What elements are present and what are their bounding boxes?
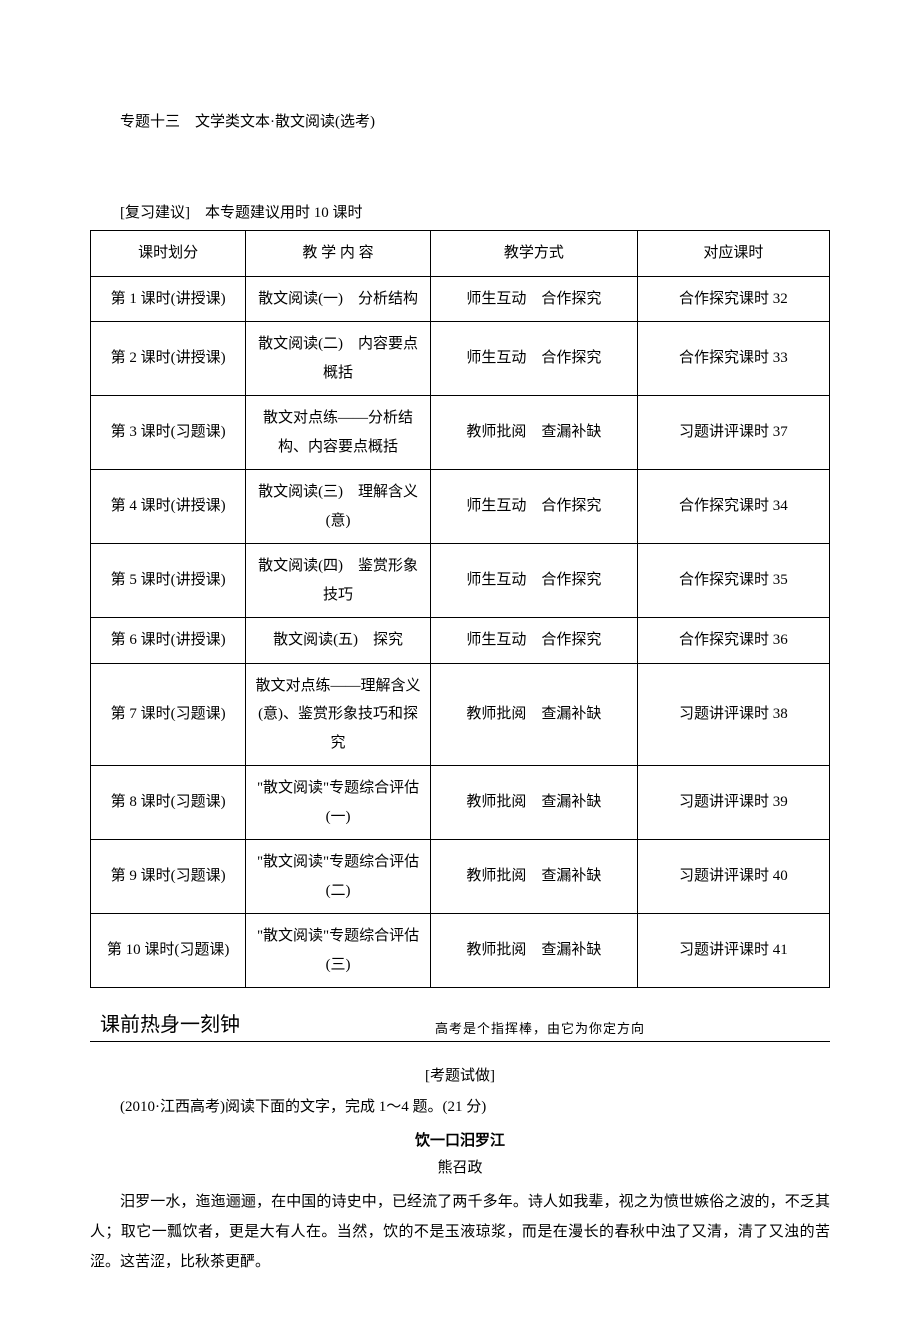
table-cell: 师生互动 合作探究 — [430, 470, 637, 544]
table-cell: 第 6 课时(讲授课) — [91, 618, 246, 664]
table-cell: 第 2 课时(讲授课) — [91, 322, 246, 396]
col-header: 教 学 内 容 — [246, 231, 431, 277]
table-cell: 第 5 课时(讲授课) — [91, 544, 246, 618]
table-cell: "散文阅读"专题综合评估(三) — [246, 914, 431, 988]
table-cell: "散文阅读"专题综合评估(二) — [246, 840, 431, 914]
essay-title: 饮一口汨罗江 — [90, 1129, 830, 1150]
banner-right-text: 高考是个指挥棒，由它为你定方向 — [250, 1018, 830, 1039]
table-cell: 习题讲评课时 41 — [637, 914, 829, 988]
essay-body: 汨罗一水，迤迤逦逦，在中国的诗史中，已经流了两千多年。诗人如我辈，视之为愤世嫉俗… — [90, 1187, 830, 1277]
table-cell: 合作探究课时 34 — [637, 470, 829, 544]
review-advice: [复习建议] 本专题建议用时 10 课时 — [90, 201, 830, 222]
table-body: 第 1 课时(讲授课)散文阅读(一) 分析结构师生互动 合作探究合作探究课时 3… — [91, 276, 830, 988]
banner-left: 课前热身一刻钟 — [90, 1006, 250, 1039]
page-container: 专题十三 文学类文本·散文阅读(选考) [复习建议] 本专题建议用时 10 课时… — [0, 0, 920, 1327]
table-cell: 第 10 课时(习题课) — [91, 914, 246, 988]
col-header: 课时划分 — [91, 231, 246, 277]
sub-heading: [考题试做] — [90, 1064, 830, 1085]
table-row: 第 8 课时(习题课)"散文阅读"专题综合评估(一)教师批阅 查漏补缺习题讲评课… — [91, 766, 830, 840]
table-cell: "散文阅读"专题综合评估(一) — [246, 766, 431, 840]
section-banner: 课前热身一刻钟 高考是个指挥棒，由它为你定方向 — [90, 1006, 830, 1042]
table-cell: 散文阅读(二) 内容要点概括 — [246, 322, 431, 396]
table-cell: 散文阅读(五) 探究 — [246, 618, 431, 664]
table-cell: 第 4 课时(讲授课) — [91, 470, 246, 544]
table-cell: 师生互动 合作探究 — [430, 618, 637, 664]
banner-bar-icon — [94, 1014, 98, 1034]
table-cell: 合作探究课时 33 — [637, 322, 829, 396]
table-header-row: 课时划分 教 学 内 容 教学方式 对应课时 — [91, 231, 830, 277]
table-row: 第 7 课时(习题课)散文对点练——理解含义(意)、鉴赏形象技巧和探究教师批阅 … — [91, 663, 830, 766]
table-cell: 习题讲评课时 39 — [637, 766, 829, 840]
col-header: 教学方式 — [430, 231, 637, 277]
table-cell: 合作探究课时 36 — [637, 618, 829, 664]
table-cell: 合作探究课时 32 — [637, 276, 829, 322]
table-row: 第 10 课时(习题课)"散文阅读"专题综合评估(三)教师批阅 查漏补缺习题讲评… — [91, 914, 830, 988]
table-cell: 散文阅读(三) 理解含义(意) — [246, 470, 431, 544]
table-row: 第 6 课时(讲授课)散文阅读(五) 探究师生互动 合作探究合作探究课时 36 — [91, 618, 830, 664]
essay-author: 熊召政 — [90, 1156, 830, 1177]
table-cell: 散文对点练——分析结构、内容要点概括 — [246, 396, 431, 470]
table-cell: 第 8 课时(习题课) — [91, 766, 246, 840]
table-cell: 习题讲评课时 37 — [637, 396, 829, 470]
table-cell: 合作探究课时 35 — [637, 544, 829, 618]
topic-title: 专题十三 文学类文本·散文阅读(选考) — [90, 110, 830, 131]
table-row: 第 2 课时(讲授课)散文阅读(二) 内容要点概括师生互动 合作探究合作探究课时… — [91, 322, 830, 396]
table-row: 第 3 课时(习题课)散文对点练——分析结构、内容要点概括教师批阅 查漏补缺习题… — [91, 396, 830, 470]
table-row: 第 9 课时(习题课)"散文阅读"专题综合评估(二)教师批阅 查漏补缺习题讲评课… — [91, 840, 830, 914]
prompt-suffix: )阅读下面的文字，完成 1～4 题。(21 分) — [220, 1099, 486, 1115]
table-cell: 第 3 课时(习题课) — [91, 396, 246, 470]
schedule-table: 课时划分 教 学 内 容 教学方式 对应课时 第 1 课时(讲授课)散文阅读(一… — [90, 230, 830, 988]
table-cell: 习题讲评课时 40 — [637, 840, 829, 914]
table-cell: 教师批阅 查漏补缺 — [430, 766, 637, 840]
table-cell: 习题讲评课时 38 — [637, 663, 829, 766]
table-cell: 教师批阅 查漏补缺 — [430, 840, 637, 914]
table-cell: 教师批阅 查漏补缺 — [430, 914, 637, 988]
table-cell: 散文对点练——理解含义(意)、鉴赏形象技巧和探究 — [246, 663, 431, 766]
table-cell: 教师批阅 查漏补缺 — [430, 396, 637, 470]
table-cell: 教师批阅 查漏补缺 — [430, 663, 637, 766]
table-row: 第 1 课时(讲授课)散文阅读(一) 分析结构师生互动 合作探究合作探究课时 3… — [91, 276, 830, 322]
table-row: 第 5 课时(讲授课)散文阅读(四) 鉴赏形象技巧师生互动 合作探究合作探究课时… — [91, 544, 830, 618]
table-cell: 师生互动 合作探究 — [430, 276, 637, 322]
table-cell: 师生互动 合作探究 — [430, 322, 637, 396]
table-cell: 第 7 课时(习题课) — [91, 663, 246, 766]
table-cell: 第 1 课时(讲授课) — [91, 276, 246, 322]
table-cell: 师生互动 合作探究 — [430, 544, 637, 618]
table-row: 第 4 课时(讲授课)散文阅读(三) 理解含义(意)师生互动 合作探究合作探究课… — [91, 470, 830, 544]
prompt-source: 江西高考 — [160, 1099, 220, 1115]
table-cell: 第 9 课时(习题课) — [91, 840, 246, 914]
exam-prompt: (2010·江西高考)阅读下面的文字，完成 1～4 题。(21 分) — [90, 1095, 830, 1121]
table-cell: 散文阅读(四) 鉴赏形象技巧 — [246, 544, 431, 618]
prompt-prefix: (2010· — [120, 1099, 160, 1115]
col-header: 对应课时 — [637, 231, 829, 277]
banner-bar-icon — [240, 1014, 244, 1034]
table-cell: 散文阅读(一) 分析结构 — [246, 276, 431, 322]
banner-left-text: 课前热身一刻钟 — [100, 1014, 240, 1036]
